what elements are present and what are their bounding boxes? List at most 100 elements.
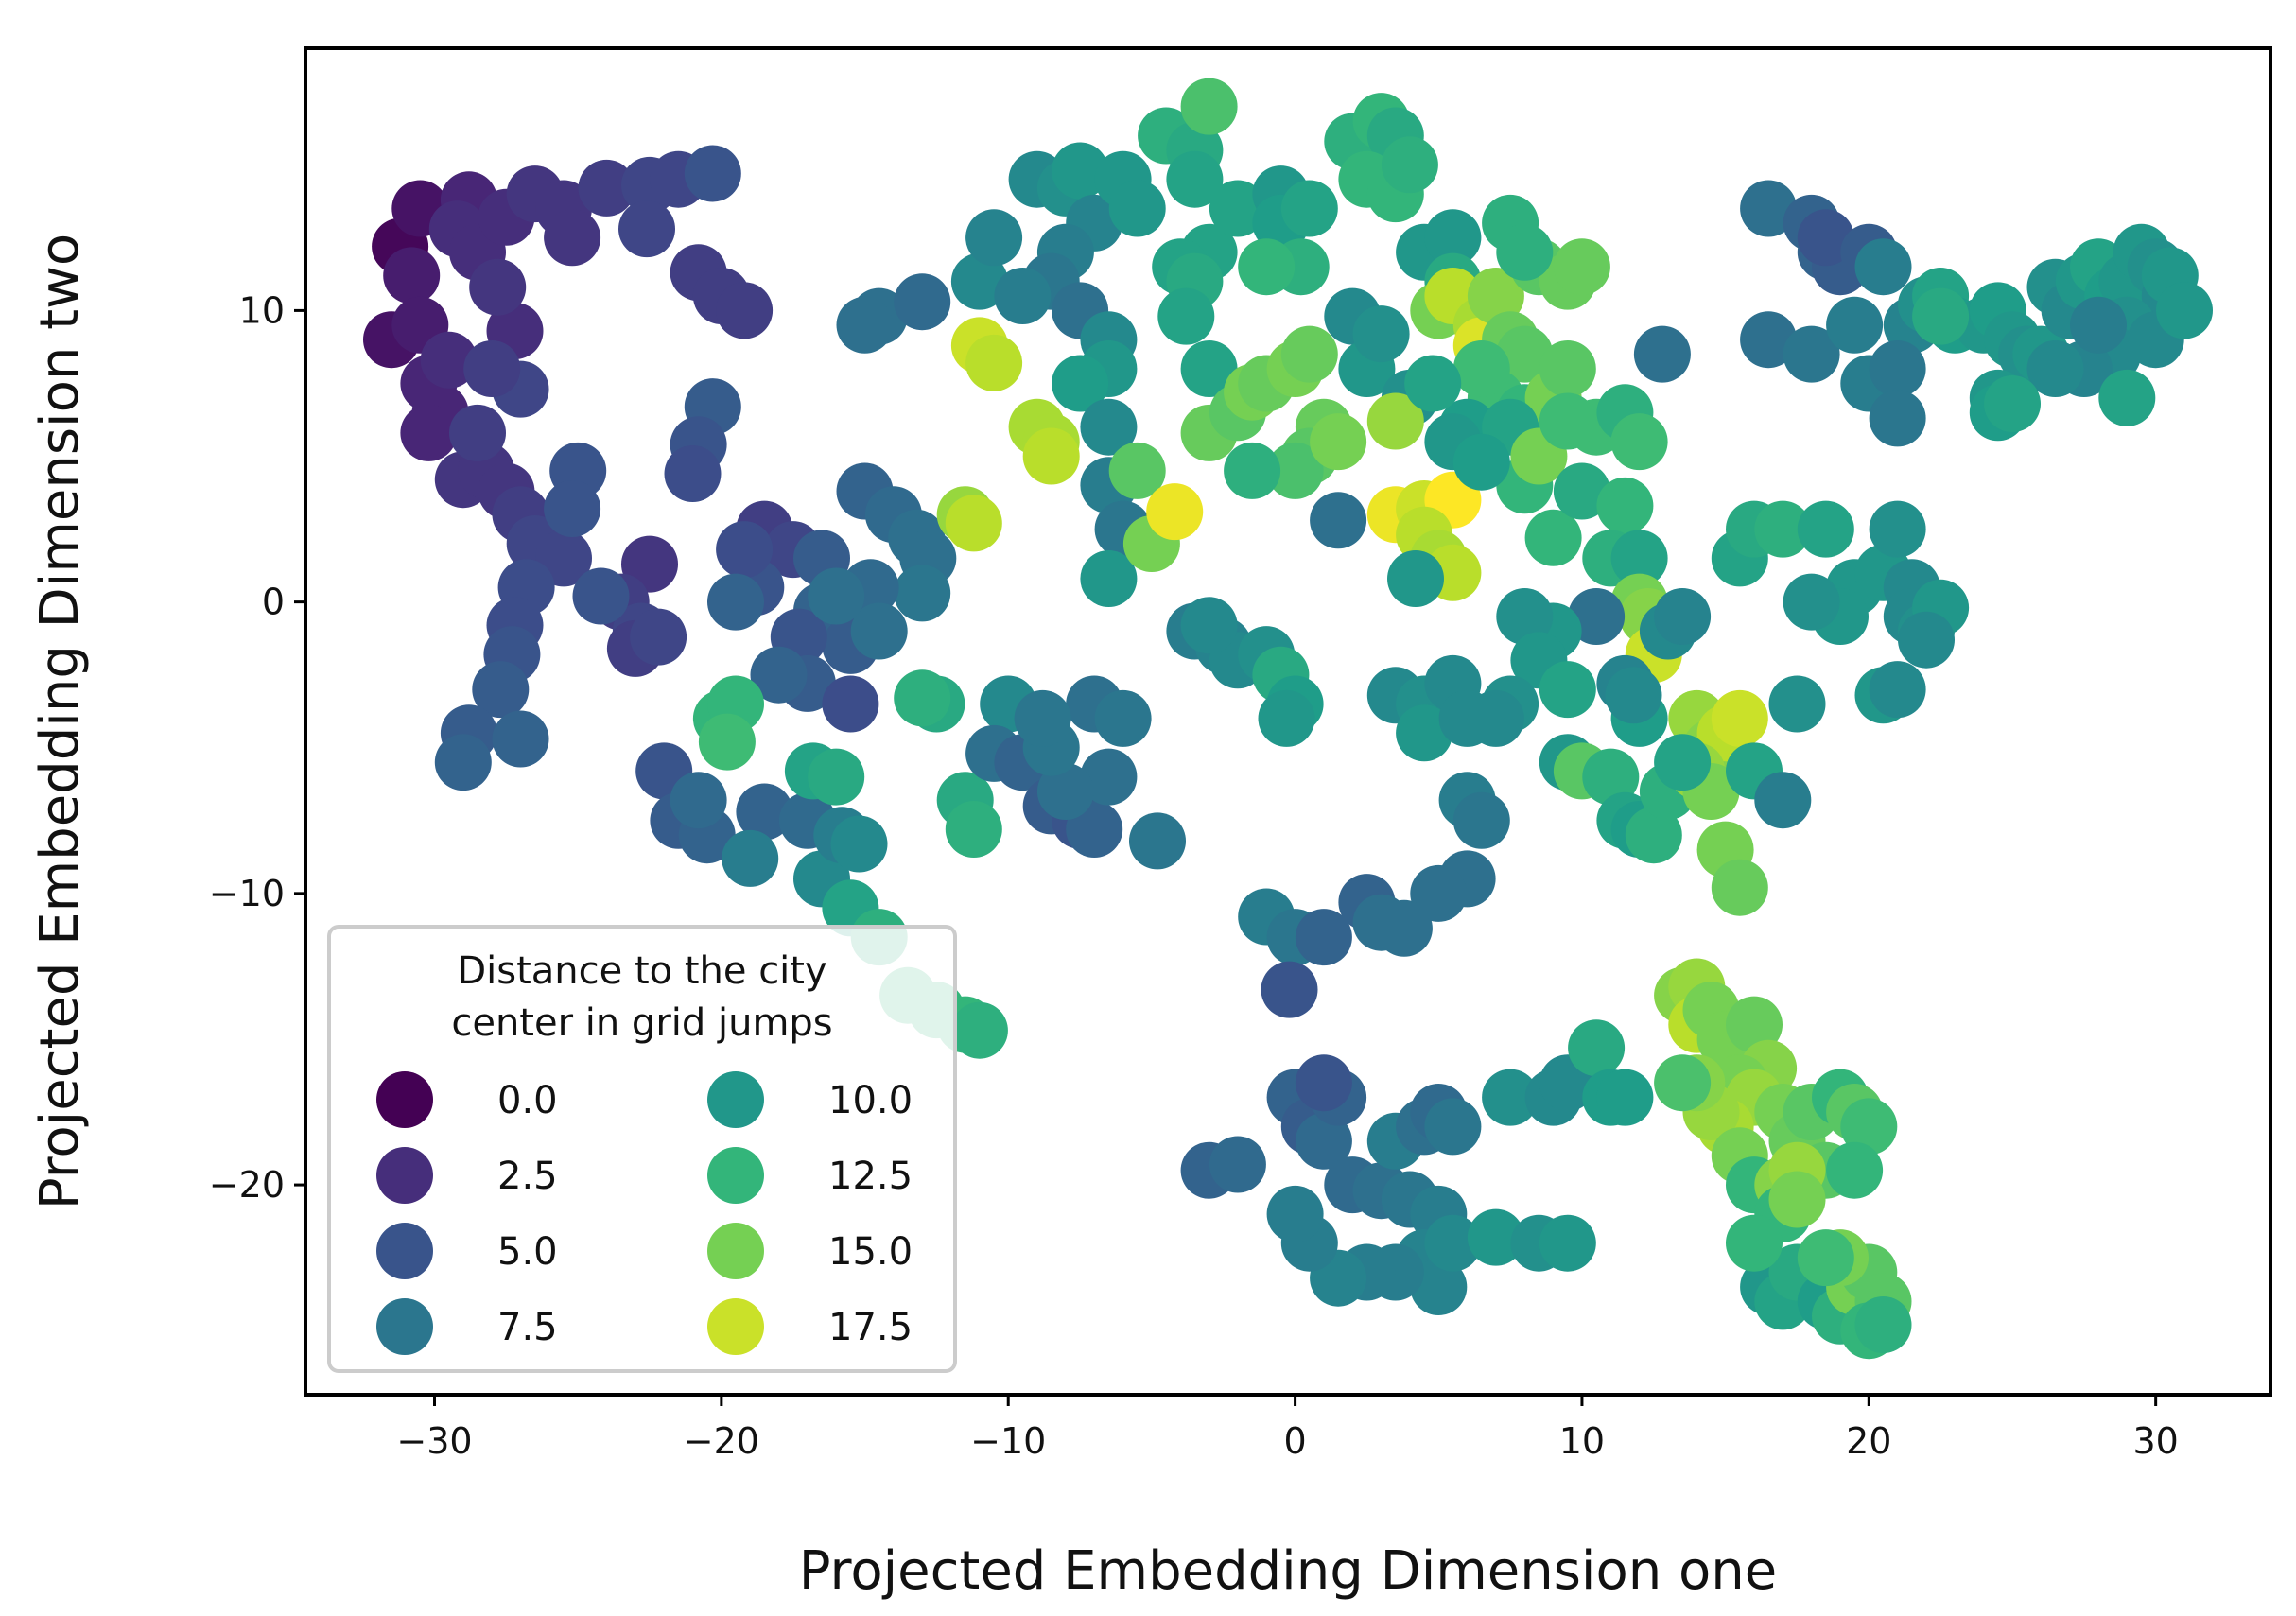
- scatter-point: [492, 710, 549, 768]
- scatter-point: [945, 801, 1002, 858]
- scatter-point: [1840, 1098, 1898, 1156]
- scatter-point: [994, 268, 1052, 324]
- scatter-point: [1633, 325, 1691, 383]
- scatter-point: [750, 646, 808, 704]
- scatter-point: [1467, 1208, 1524, 1266]
- scatter-point: [830, 815, 888, 873]
- legend-label: 5.0: [497, 1230, 558, 1274]
- scatter-point: [1797, 500, 1854, 558]
- scatter-point: [1726, 1214, 1783, 1272]
- scatter-point: [1496, 588, 1554, 645]
- scatter-point: [1524, 509, 1582, 566]
- x-tick-label: 10: [1559, 1420, 1605, 1462]
- legend-label: 17.5: [828, 1306, 913, 1349]
- scatter-point: [1424, 1214, 1482, 1272]
- scatter-point: [1797, 209, 1854, 267]
- scatter-point: [434, 734, 492, 791]
- scatter-point: [1146, 483, 1204, 541]
- scatter-point: [1553, 238, 1610, 296]
- x-tick-label: −30: [396, 1420, 472, 1462]
- scatter-point: [1605, 667, 1662, 724]
- scatter-point: [1366, 392, 1424, 450]
- scatter-point: [1568, 1019, 1626, 1077]
- scatter-point: [1209, 180, 1266, 237]
- scatter-point: [1080, 550, 1138, 607]
- scatter-point: [618, 200, 675, 258]
- scatter-point: [1352, 305, 1410, 363]
- scatter-point: [544, 480, 601, 537]
- scatter-point: [1654, 1054, 1712, 1112]
- scatter-point: [1310, 492, 1367, 549]
- legend-marker: [707, 1298, 764, 1355]
- legend-marker: [376, 1223, 433, 1279]
- scatter-point: [698, 713, 756, 771]
- scatter-point: [2098, 369, 2156, 426]
- scatter-point: [736, 783, 793, 841]
- x-axis-label: Projected Embedding Dimension one: [799, 1540, 1778, 1602]
- scatter-point: [1052, 142, 1109, 200]
- scatter-point: [1654, 734, 1712, 791]
- scatter-point: [1539, 1214, 1596, 1272]
- scatter-point: [1224, 442, 1281, 499]
- scatter-point: [463, 340, 521, 397]
- y-axis-ticks: −20 −10 0 10: [209, 289, 305, 1206]
- legend-label: 12.5: [828, 1155, 913, 1198]
- legend-marker: [376, 1071, 433, 1128]
- scatter-point: [578, 159, 635, 217]
- scatter-point: [449, 404, 506, 461]
- scatter-point: [1539, 340, 1596, 397]
- scatter-point: [544, 209, 601, 267]
- scatter-point: [1266, 442, 1324, 499]
- scatter-point: [1869, 340, 1926, 397]
- scatter-point: [1295, 1054, 1352, 1112]
- scatter-point: [894, 273, 951, 331]
- scatter-point: [1568, 588, 1626, 645]
- y-axis-label: Projected Embedding Dimension two: [29, 234, 91, 1209]
- scatter-point: [1869, 500, 1926, 558]
- x-tick-label: 20: [1846, 1420, 1891, 1462]
- scatter-point: [1387, 550, 1444, 607]
- scatter-point: [1022, 427, 1080, 485]
- scatter-point: [1280, 180, 1338, 237]
- scatter-point: [1424, 1098, 1482, 1156]
- scatter-point: [722, 829, 779, 887]
- y-tick-label: 10: [239, 289, 285, 331]
- scatter-point: [1238, 238, 1296, 296]
- scatter-point: [664, 445, 722, 502]
- scatter-point: [1625, 807, 1682, 864]
- scatter-point: [670, 772, 727, 829]
- scatter-point: [1711, 689, 1768, 747]
- scatter-point: [400, 404, 458, 461]
- scatter-point: [1768, 1171, 1826, 1228]
- scatter-point: [1261, 961, 1318, 1018]
- scatter-point: [1157, 287, 1215, 345]
- scatter-point: [1797, 1229, 1854, 1287]
- scatter-point: [965, 209, 1023, 267]
- scatter-point: [1410, 1259, 1468, 1315]
- scatter-point: [1052, 355, 1109, 412]
- scatter-point: [1108, 180, 1166, 237]
- scatter-point: [1754, 772, 1812, 829]
- scatter-point: [1424, 209, 1482, 267]
- x-tick-label: −10: [970, 1420, 1046, 1462]
- scatter-point: [716, 282, 774, 339]
- scatter-point: [1180, 597, 1238, 654]
- scatter-point: [1166, 150, 1224, 208]
- scatter-point: [1280, 325, 1338, 383]
- scatter-point: [894, 565, 951, 622]
- legend-marker: [707, 1147, 764, 1204]
- scatter-point: [1768, 675, 1826, 733]
- legend-entries: 0.0 2.5 5.0 7.5 10.0 12.5 15.0 17.5: [376, 1071, 913, 1355]
- scatter-point: [1984, 375, 2041, 432]
- scatter-point: [950, 1001, 1008, 1059]
- legend-marker: [707, 1071, 764, 1128]
- scatter-point: [808, 748, 865, 806]
- scatter-point: [1482, 1069, 1539, 1126]
- scatter-point: [850, 602, 908, 660]
- scatter-point: [2070, 296, 2127, 354]
- scatter-point: [1740, 311, 1798, 369]
- y-tick-label: −10: [209, 873, 285, 914]
- scatter-point: [1582, 748, 1640, 806]
- scatter-point: [950, 252, 1008, 310]
